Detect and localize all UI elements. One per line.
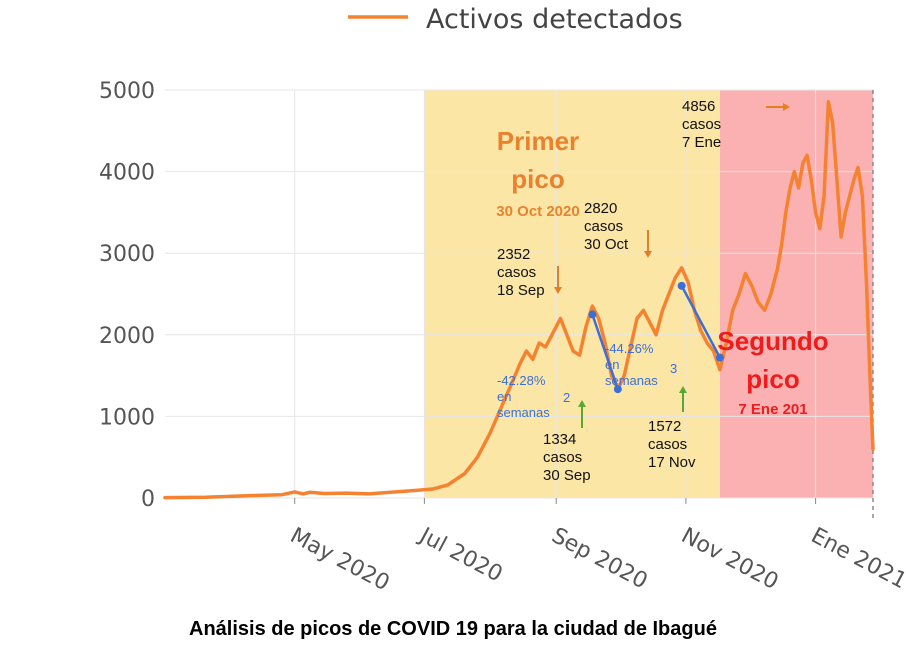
x-tick-label-2: Jul 2020 bbox=[414, 522, 507, 587]
x-tick-label-5: Ene 2021 bbox=[807, 523, 906, 594]
y-axis-ticks: 0 1000 2000 3000 4000 5000 bbox=[99, 79, 155, 512]
y-tick-label-0: 0 bbox=[141, 487, 155, 512]
decline-start-point-1 bbox=[588, 310, 597, 319]
decline-end-point-2 bbox=[715, 353, 724, 362]
decline-label-2-line-3: semanas bbox=[605, 373, 658, 388]
arrow-trough-sep-head bbox=[578, 400, 586, 407]
y-tick-label-3000: 3000 bbox=[99, 242, 155, 267]
chart-svg: 0 1000 2000 3000 4000 5000 May 2020 Jul 2020 Se… bbox=[99, 4, 906, 596]
arrow-peak-sep-head bbox=[554, 287, 562, 294]
decline-label-2-suffix: 3 bbox=[670, 361, 677, 376]
decline-label-1-line-2: en bbox=[497, 389, 511, 404]
y-tick-label-5000: 5000 bbox=[99, 79, 155, 104]
decline-annotations bbox=[588, 281, 724, 394]
y-tick-label-2000: 2000 bbox=[99, 324, 155, 349]
annotation-texts: Primer pico 30 Oct 2020 Segundo pico 7 Ene 20… bbox=[496, 98, 828, 484]
legend: Activos detectados bbox=[348, 4, 683, 35]
annotation-1-line-3: 18 Sep bbox=[497, 282, 545, 299]
x-tick-label-3: Sep 2020 bbox=[547, 523, 651, 594]
annotation-1-line-2: casos bbox=[497, 264, 536, 281]
annotation-3-line-1: 4856 bbox=[682, 98, 715, 115]
arrow-trough-nov-head bbox=[679, 386, 687, 393]
grid-lines bbox=[165, 89, 874, 520]
annotation-5-line-1: 1572 bbox=[648, 418, 681, 435]
x-tick-label-4: Nov 2020 bbox=[677, 523, 782, 595]
annotation-5-line-3: 17 Nov bbox=[648, 454, 696, 471]
peak-label-1-title-line-1: Primer bbox=[497, 126, 579, 156]
peak-label-2-title-line-1: Segundo bbox=[717, 326, 828, 356]
annotation-2-line-2: casos bbox=[584, 218, 623, 235]
annotation-3-line-3: 7 Ene bbox=[682, 134, 721, 151]
x-tick-label-1: May 2020 bbox=[286, 523, 394, 596]
decline-label-2-line-1: -44.26% bbox=[605, 341, 654, 356]
y-tick-label-4000: 4000 bbox=[99, 161, 155, 186]
chart-title: Análisis de picos de COVID 19 para la ci… bbox=[189, 618, 717, 640]
annotation-4-line-1: 1334 bbox=[543, 431, 576, 448]
decline-label-2-line-2: en bbox=[605, 357, 619, 372]
annotation-2-line-3: 30 Oct bbox=[584, 236, 629, 253]
arrow-peak-oct-head bbox=[644, 251, 652, 258]
annotation-2-line-1: 2820 bbox=[584, 200, 617, 217]
decline-end-point-1 bbox=[613, 385, 622, 394]
peak-label-1-title-line-2: pico bbox=[511, 164, 564, 194]
series-line-group bbox=[163, 100, 875, 500]
peak-label-1-date: 30 Oct 2020 bbox=[496, 203, 579, 220]
decline-line-2 bbox=[680, 285, 722, 359]
decline-label-1-line-1: -42.28% bbox=[497, 373, 546, 388]
decline-label-1-line-3: semanas bbox=[497, 405, 550, 420]
arrow-peak-ene-head bbox=[783, 103, 790, 111]
peak-label-2-date: 7 Ene 201 bbox=[738, 401, 807, 418]
annotation-1-line-1: 2352 bbox=[497, 246, 530, 263]
decline-start-point-2 bbox=[677, 281, 686, 290]
decline-label-1-suffix: 2 bbox=[563, 390, 570, 405]
annotation-4-line-2: casos bbox=[543, 449, 582, 466]
series-line-activos bbox=[163, 100, 875, 500]
annotation-arrows bbox=[554, 103, 790, 428]
annotation-5-line-2: casos bbox=[648, 436, 687, 453]
annotation-4-line-3: 30 Sep bbox=[543, 467, 591, 484]
region-2 bbox=[719, 90, 873, 498]
x-axis-ticks: May 2020 Jul 2020 Sep 2020 Nov 2020 Ene 2021 bbox=[286, 498, 906, 596]
annotation-3-line-2: casos bbox=[682, 116, 721, 133]
peak-label-2-title-line-2: pico bbox=[746, 364, 799, 394]
y-tick-label-1000: 1000 bbox=[99, 405, 155, 430]
decline-line-1 bbox=[591, 313, 620, 390]
legend-label: Activos detectados bbox=[426, 4, 683, 35]
